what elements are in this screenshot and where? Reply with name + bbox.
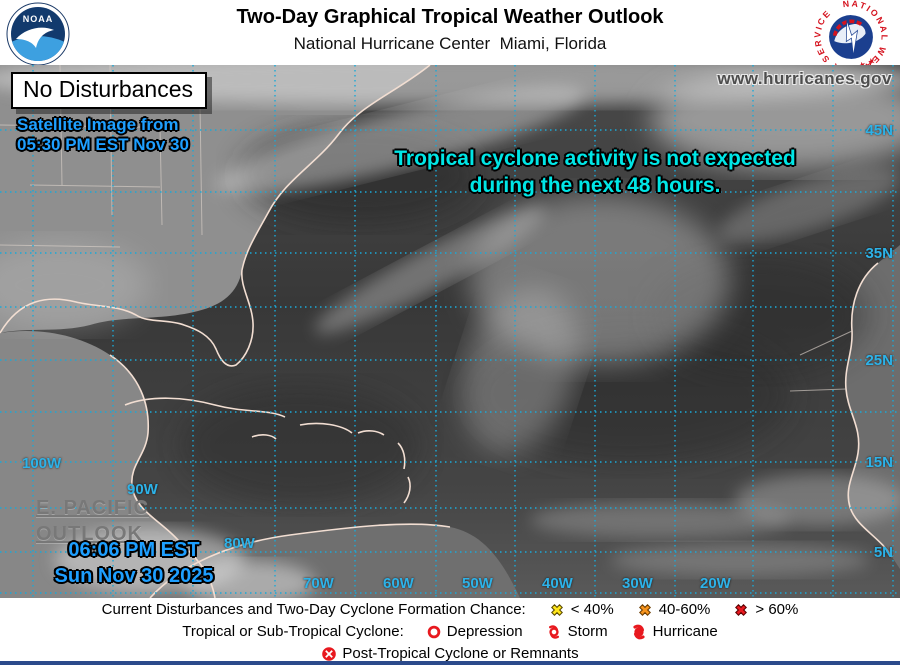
legend-chance-med: 40-60% xyxy=(636,601,711,619)
header: NOAA Two-Day Graphical Tropical Weather … xyxy=(0,0,900,76)
lon-label-30w: 30W xyxy=(622,575,653,592)
depression-icon xyxy=(427,625,441,638)
website-watermark: www.hurricanes.gov xyxy=(717,69,892,88)
outlook-message-line1: Tropical cyclone activity is not expecte… xyxy=(394,147,796,170)
satellite-map: No Disturbances www.hurricanes.gov Satel… xyxy=(0,65,900,598)
satellite-timestamp-line1: Satellite Image from xyxy=(17,115,179,134)
legend-row-formation-chance: Current Disturbances and Two-Day Cyclone… xyxy=(0,599,900,620)
state-borders xyxy=(0,65,853,392)
lon-label-60w: 60W xyxy=(383,575,414,592)
legend-chance-med-label: 40-60% xyxy=(658,601,711,618)
tropical-storm-icon xyxy=(548,624,559,639)
lon-label-90w: 90W xyxy=(127,481,158,498)
outlook-message: Tropical cyclone activity is not expecte… xyxy=(355,145,835,199)
lat-label-45n: 45N xyxy=(865,122,893,139)
lon-label-20w: 20W xyxy=(700,575,731,592)
legend-storm-label: Storm xyxy=(567,623,608,640)
legend: Current Disturbances and Two-Day Cyclone… xyxy=(0,598,900,665)
legend-chance-high: > 60% xyxy=(732,601,798,619)
legend-depression: Depression xyxy=(426,623,523,640)
lon-label-50w: 50W xyxy=(462,575,493,592)
disturbance-status-banner: No Disturbances xyxy=(11,72,208,109)
x-mark-yellow-icon xyxy=(550,603,563,616)
outlook-message-line2: during the next 48 hours. xyxy=(469,174,721,197)
lon-label-100w: 100W xyxy=(22,455,62,472)
x-mark-orange-icon xyxy=(638,603,651,616)
lon-label-70w: 70W xyxy=(303,575,334,592)
legend-post-tropical-label: Post-Tropical Cyclone or Remnants xyxy=(342,645,579,662)
hurricane-icon xyxy=(633,624,645,639)
lon-label-80w: 80W xyxy=(224,535,255,552)
legend-depression-label: Depression xyxy=(446,623,523,640)
legend-chance-low: < 40% xyxy=(548,601,614,619)
bottom-bar xyxy=(0,661,900,665)
coastlines xyxy=(0,65,893,598)
satellite-timestamp: Satellite Image from 05:30 PM EST Nov 30 xyxy=(17,115,189,155)
lat-label-5n: 5N xyxy=(873,544,893,561)
post-tropical-icon xyxy=(322,646,337,661)
legend-post-tropical: Post-Tropical Cyclone or Remnants xyxy=(321,645,579,662)
legend-row-cyclone-types: Tropical or Sub-Tropical Cyclone: Depres… xyxy=(0,621,900,642)
legend-row-post-tropical: Post-Tropical Cyclone or Remnants xyxy=(0,643,900,664)
x-mark-red-icon xyxy=(735,603,748,616)
legend-chance-low-label: < 40% xyxy=(570,601,614,618)
page-title: Two-Day Graphical Tropical Weather Outlo… xyxy=(236,6,664,28)
lon-label-40w: 40W xyxy=(542,575,573,592)
lat-label-25n: 25N xyxy=(865,352,893,369)
issuance-date: Sun Nov 30 2025 xyxy=(54,565,214,587)
page-subtitle: National Hurricane Center Miami, Florida xyxy=(293,34,607,53)
lat-label-35n: 35N xyxy=(865,245,893,262)
latlon-grid xyxy=(0,65,900,598)
legend-hurricane-label: Hurricane xyxy=(652,623,718,640)
noaa-logo-text: NOAA xyxy=(23,14,54,24)
satellite-imagery xyxy=(0,65,900,598)
nws-logo-icon: NATIONAL WEATHER SERVICE ★ ★ ★ xyxy=(812,0,890,76)
noaa-logo-icon: NOAA xyxy=(6,2,70,66)
legend-cyclone-label: Tropical or Sub-Tropical Cyclone: xyxy=(182,623,404,640)
issuance-time: 06:06 PM EST xyxy=(68,539,200,561)
epac-outlook-link[interactable]: E. PACIFIC OUTLOOK xyxy=(36,495,149,547)
legend-hurricane: Hurricane xyxy=(630,623,718,641)
lat-label-15n: 15N xyxy=(865,454,893,471)
satellite-timestamp-line2: 05:30 PM EST Nov 30 xyxy=(17,135,189,154)
epac-outlook-link-line1[interactable]: E. PACIFIC xyxy=(36,497,149,519)
legend-formation-chance-label: Current Disturbances and Two-Day Cyclone… xyxy=(101,601,526,618)
legend-storm: Storm xyxy=(545,623,608,641)
issuance-timestamp: 06:06 PM EST Sun Nov 30 2025 xyxy=(14,537,254,589)
legend-chance-high-label: > 60% xyxy=(755,601,799,618)
epac-outlook-link-line2[interactable]: OUTLOOK xyxy=(36,523,143,545)
